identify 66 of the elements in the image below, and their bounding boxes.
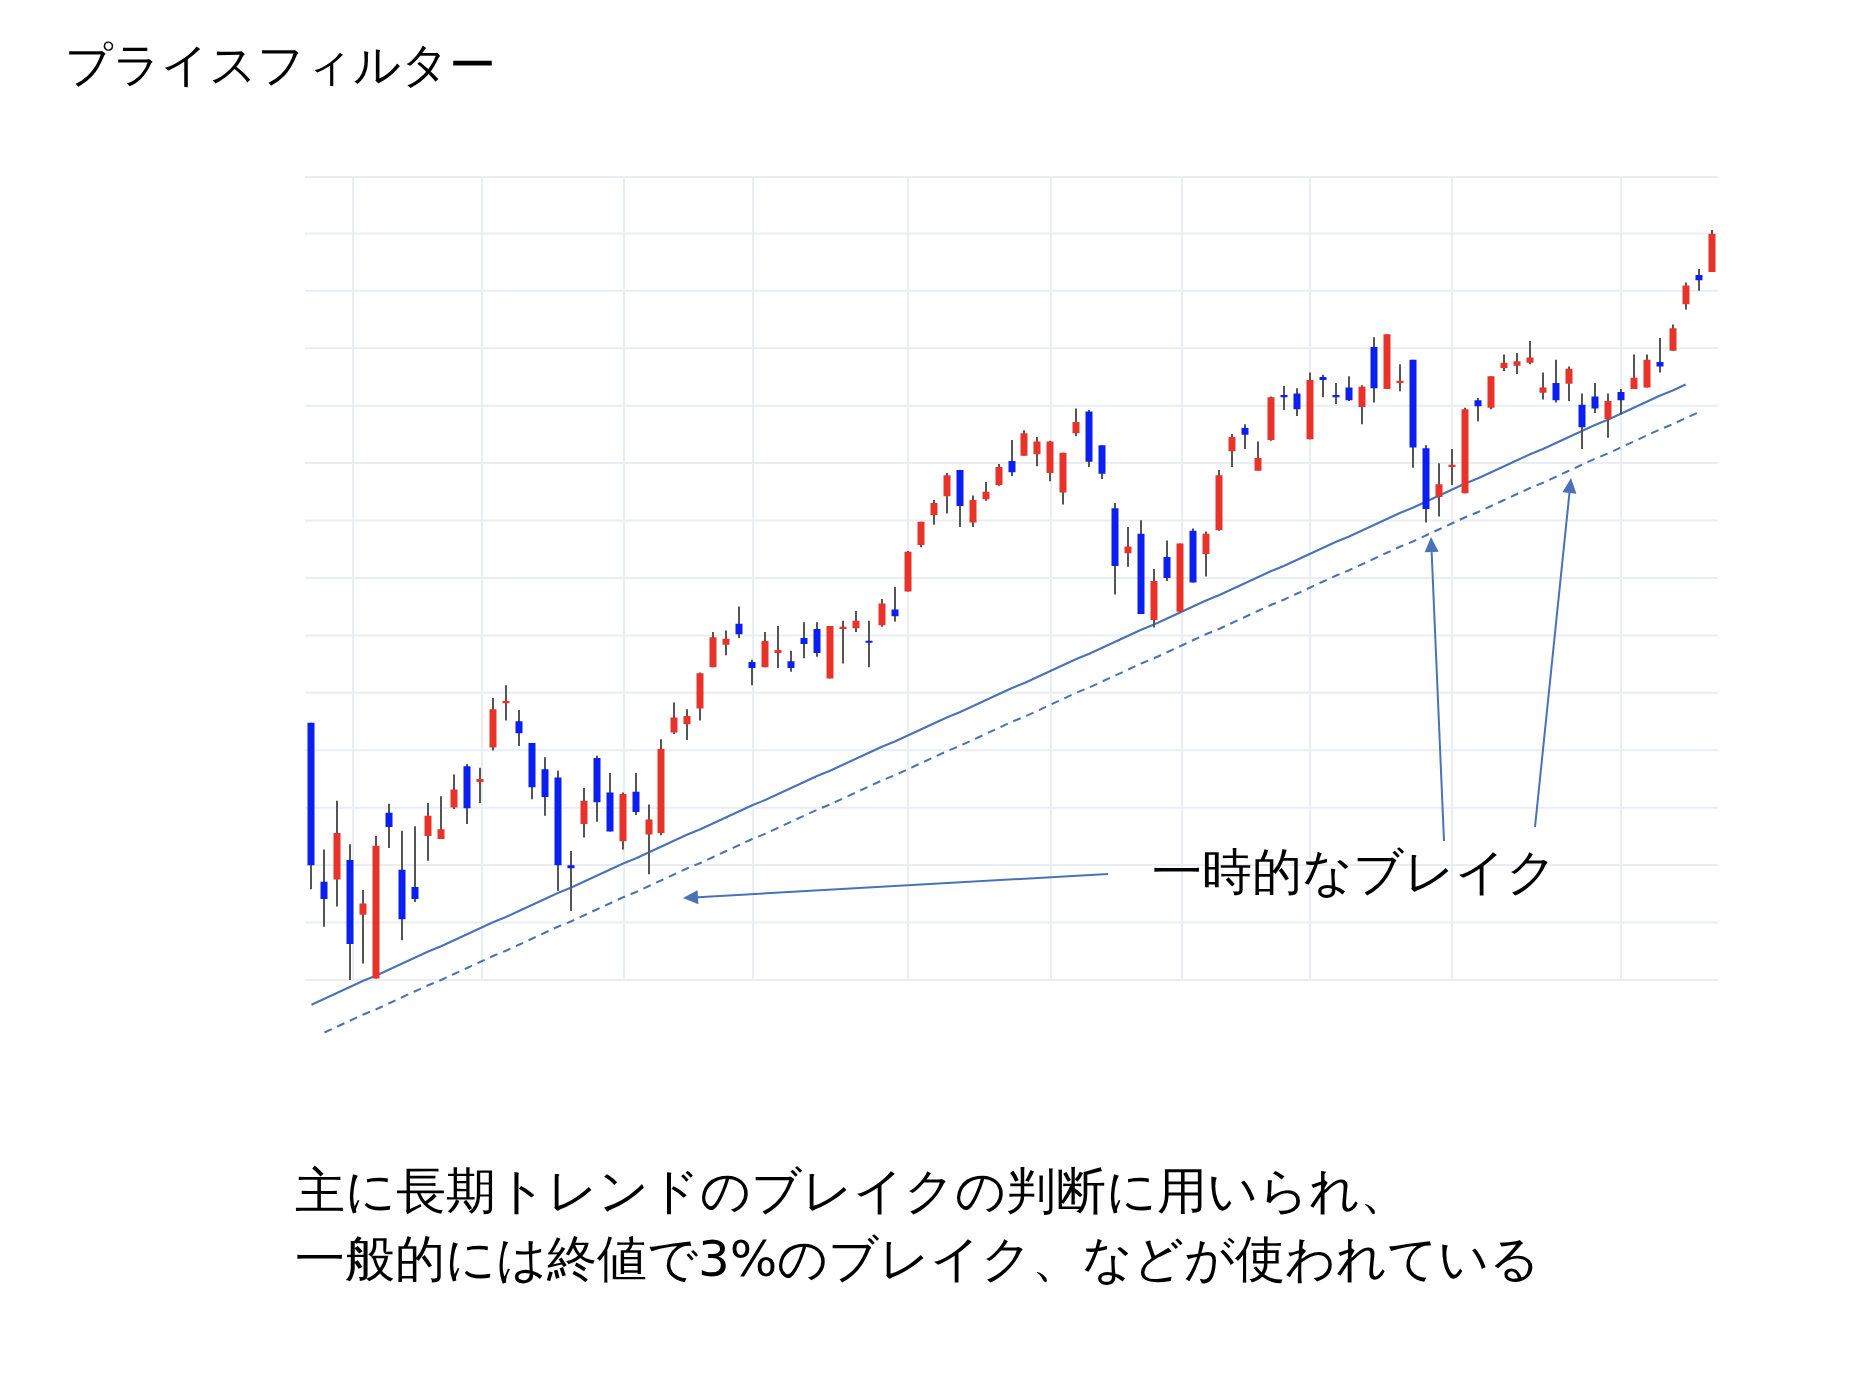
candlestick	[385, 802, 393, 849]
candlestick	[411, 825, 419, 903]
candlestick	[580, 786, 588, 839]
candlestick	[969, 494, 977, 528]
candlestick	[1591, 382, 1599, 414]
candlestick	[1319, 373, 1327, 399]
candlestick	[1552, 358, 1560, 404]
candlestick	[1565, 365, 1573, 402]
candlestick	[632, 771, 640, 816]
candlestick	[891, 586, 899, 623]
annotation: 一時的なブレイク	[1152, 842, 1557, 902]
candlestick	[683, 708, 691, 741]
candlestick	[1435, 462, 1443, 518]
candlestick	[1682, 281, 1690, 311]
candlestick	[930, 499, 938, 526]
candlestick	[1020, 429, 1028, 457]
candlestick	[437, 795, 445, 840]
candlestick	[1124, 526, 1132, 568]
candlestick	[1617, 388, 1625, 416]
candlestick	[1695, 268, 1703, 292]
candlestick	[1656, 337, 1664, 374]
candlestick	[722, 629, 730, 657]
candlestick	[670, 701, 678, 735]
candlestick	[1202, 530, 1210, 578]
candlestick	[645, 803, 653, 876]
chart-title: プライスフィルター	[65, 37, 496, 94]
candlestick	[735, 605, 743, 639]
candlestick	[787, 649, 795, 673]
candlestick	[917, 520, 925, 549]
candlestick	[800, 621, 808, 660]
candlestick	[515, 708, 523, 747]
candlestick	[1513, 352, 1521, 375]
candlestick	[1358, 384, 1366, 426]
candlestick	[1293, 387, 1301, 417]
text: 主に長期トレンドのブレイクの判断に用いられ、	[295, 1161, 1410, 1221]
candlestick	[450, 773, 458, 810]
candlestick	[1072, 407, 1080, 438]
candlestick	[1539, 371, 1547, 401]
candlestick	[476, 766, 484, 804]
candlestick	[865, 619, 873, 669]
candlestick	[982, 481, 990, 502]
candlestick	[852, 610, 860, 633]
candlestick	[1526, 340, 1534, 366]
candlestick	[1254, 440, 1262, 472]
candlestick	[1630, 353, 1638, 390]
candlestick	[320, 848, 328, 928]
candlestick	[359, 888, 367, 965]
candlestick	[1604, 392, 1612, 439]
candlestick	[1033, 436, 1041, 468]
candlestick	[878, 598, 886, 628]
candlestick	[1578, 392, 1586, 450]
text: 一般的には終値で3%のブレイク、などが使われている	[295, 1229, 1541, 1289]
candlestick	[424, 801, 432, 862]
candlestick	[1345, 375, 1353, 402]
candlestick	[774, 624, 782, 669]
candlestick	[1228, 433, 1236, 468]
candlestick	[567, 849, 575, 912]
candlestick	[995, 463, 1003, 487]
candlestick	[1669, 323, 1677, 352]
candlestick	[943, 472, 951, 515]
candlestick	[1241, 423, 1249, 450]
candlestick	[1163, 539, 1171, 582]
candlestick	[813, 621, 821, 658]
candlestick	[748, 658, 756, 687]
candlestick	[1008, 439, 1016, 477]
candlestick	[1474, 397, 1482, 423]
